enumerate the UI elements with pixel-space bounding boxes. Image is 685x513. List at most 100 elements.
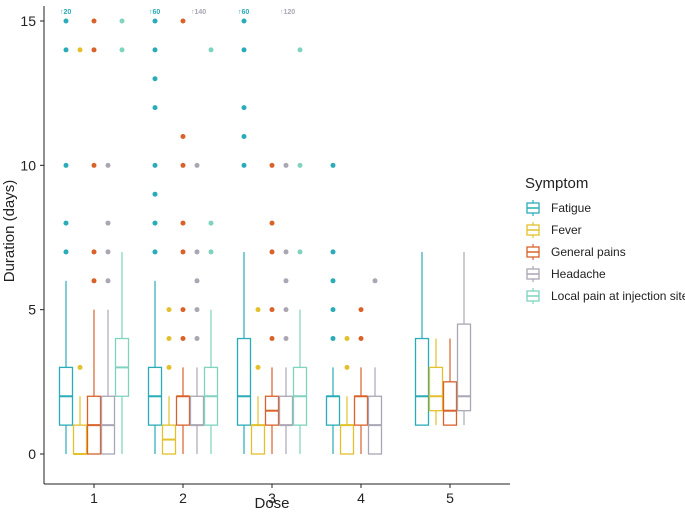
- box-group: ↑20: [58, 9, 74, 454]
- outlier-point: [283, 336, 289, 342]
- outlier-point: [63, 18, 69, 24]
- outlier-point: [344, 364, 350, 370]
- outlier-point: [283, 307, 289, 313]
- box: [353, 395, 369, 426]
- overflow-label: ↑60: [149, 9, 160, 16]
- outlier-point: [297, 162, 303, 168]
- outlier-point: [105, 249, 111, 255]
- outlier-point: [194, 307, 200, 313]
- outlier-point: [330, 162, 336, 168]
- outlier-point: [194, 278, 200, 284]
- legend-item: Headache: [526, 266, 606, 282]
- outlier-point: [166, 307, 172, 313]
- x-tick-label: 3: [268, 490, 276, 506]
- outlier-point: [241, 18, 247, 24]
- outlier-point: [241, 162, 247, 168]
- outlier-point: [344, 336, 350, 342]
- outlier-point: [77, 47, 83, 53]
- outlier-point: [63, 47, 69, 53]
- outlier-point: [63, 220, 69, 226]
- box-group: [86, 18, 102, 455]
- outlier-point: [330, 278, 336, 284]
- outlier-point: [180, 249, 186, 255]
- outlier-point: [269, 162, 275, 168]
- box-group: [442, 338, 458, 426]
- y-ticks: 0 5 10 15: [20, 13, 44, 462]
- outlier-point: [180, 133, 186, 139]
- box-group: ↑60: [236, 9, 252, 454]
- box-group: [339, 336, 355, 455]
- outlier-point: [297, 47, 303, 53]
- legend-title: Symptom: [525, 175, 588, 192]
- box-group: ↑60: [147, 9, 163, 454]
- box-group: [250, 307, 266, 455]
- y-tick-label: 5: [28, 302, 36, 318]
- y-tick-label: 15: [20, 13, 36, 29]
- outlier-point: [269, 307, 275, 313]
- legend-label: Headache: [551, 267, 606, 281]
- box-group: ↑140: [189, 9, 206, 454]
- outlier-point: [194, 249, 200, 255]
- series-local-pain-at-injection-site: [114, 18, 308, 454]
- outlier-point: [194, 162, 200, 168]
- overflow-label: ↑120: [280, 9, 295, 16]
- outlier-point: [194, 336, 200, 342]
- x-axis-label: Dose: [254, 495, 289, 512]
- box-group: [264, 162, 280, 454]
- outlier-point: [297, 249, 303, 255]
- outlier-point: [180, 336, 186, 342]
- plot-area: ↑20 ↑60 ↑60 ↑140 ↑120: [58, 9, 472, 455]
- overflow-label: ↑140: [191, 9, 206, 16]
- outlier-point: [180, 220, 186, 226]
- outlier-point: [63, 249, 69, 255]
- outlier-point: [166, 364, 172, 370]
- outlier-point: [241, 133, 247, 139]
- legend-label: General pains: [551, 245, 626, 259]
- outlier-point: [283, 278, 289, 284]
- outlier-point: [119, 47, 125, 53]
- box: [339, 424, 355, 455]
- outlier-point: [269, 249, 275, 255]
- outlier-point: [241, 105, 247, 111]
- outlier-point: [330, 336, 336, 342]
- outlier-point: [166, 336, 172, 342]
- box-group: [100, 162, 116, 455]
- outlier-point: [208, 249, 214, 255]
- outlier-point: [283, 162, 289, 168]
- box: [72, 424, 88, 455]
- outlier-point: [152, 220, 158, 226]
- series-general-pains: [86, 18, 458, 455]
- box-group: ↑120: [278, 9, 295, 454]
- legend-item: Fatigue: [526, 200, 591, 216]
- outlier-point: [152, 105, 158, 111]
- box-group: [353, 307, 369, 454]
- series-fatigue: ↑20 ↑60 ↑60: [58, 9, 430, 454]
- y-tick-label: 10: [20, 157, 36, 173]
- outlier-point: [269, 336, 275, 342]
- box-group: [428, 338, 444, 426]
- series-fever: [72, 47, 444, 455]
- outlier-point: [208, 47, 214, 53]
- box: [442, 381, 458, 426]
- outlier-point: [372, 278, 378, 284]
- y-axis-label: Duration (days): [1, 180, 18, 283]
- outlier-point: [255, 364, 261, 370]
- outlier-point: [91, 249, 97, 255]
- series-headache: ↑140 ↑120: [100, 9, 472, 455]
- overflow-label: ↑60: [238, 9, 249, 16]
- outlier-point: [180, 307, 186, 313]
- outlier-point: [152, 76, 158, 82]
- outlier-point: [152, 47, 158, 53]
- outlier-point: [330, 249, 336, 255]
- outlier-point: [105, 162, 111, 168]
- box: [325, 395, 341, 426]
- legend-item: Local pain at injection site: [526, 288, 685, 304]
- legend: Symptom Fatigue Fever General pains Headach…: [525, 175, 685, 304]
- box-group: [325, 162, 341, 454]
- outlier-point: [105, 220, 111, 226]
- box-group: [175, 18, 191, 454]
- y-tick-label: 0: [28, 446, 36, 462]
- outlier-point: [330, 307, 336, 313]
- legend-item: Fever: [526, 222, 582, 238]
